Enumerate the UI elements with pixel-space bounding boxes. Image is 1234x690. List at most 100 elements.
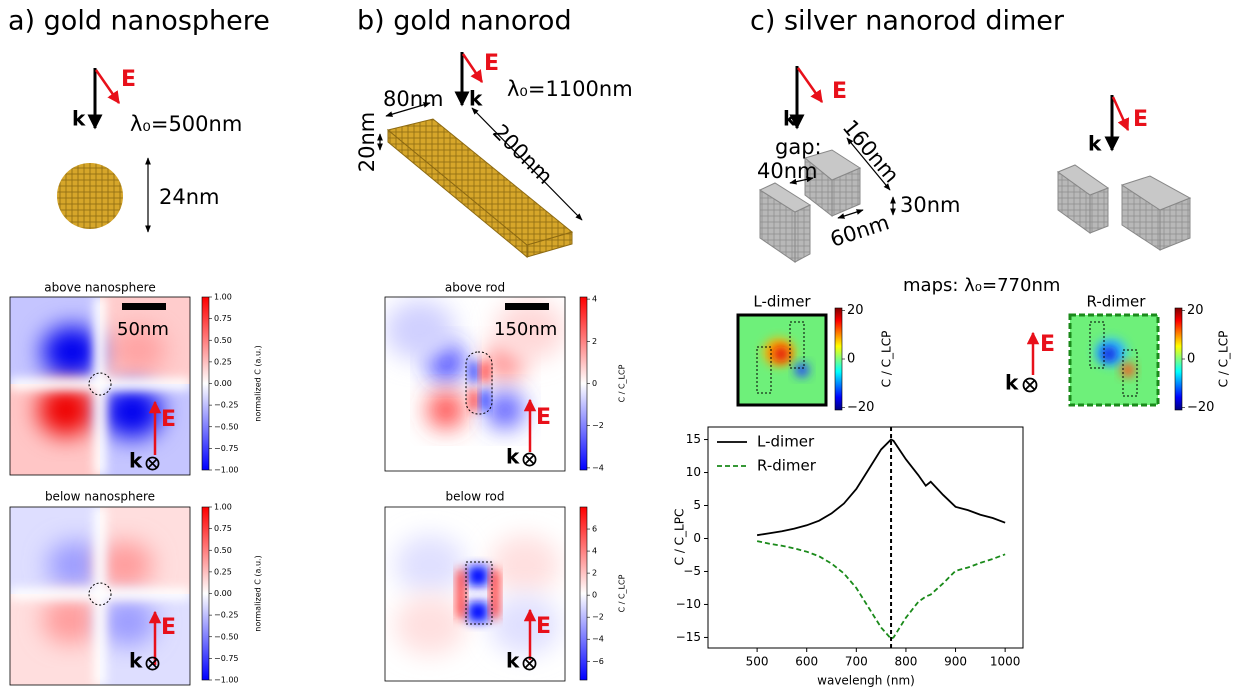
k-label: k bbox=[129, 649, 143, 673]
y-tick-label: −5 bbox=[683, 564, 701, 578]
k-label: k bbox=[1088, 132, 1102, 156]
e-arrow bbox=[1111, 96, 1130, 132]
particle-outline bbox=[88, 582, 112, 606]
colorbar-tick-label: 0.00 bbox=[214, 589, 232, 598]
legend-label: R-dimer bbox=[757, 457, 817, 475]
colorbar-tick-label: 0 bbox=[847, 352, 855, 367]
colorbar-tick-label: 0.50 bbox=[214, 546, 232, 555]
colorbar-tick-label: −20 bbox=[1187, 400, 1214, 415]
e-label: E bbox=[161, 615, 176, 640]
panel-title: c) silver nanorod dimer bbox=[750, 6, 1065, 37]
k-label: k bbox=[72, 107, 86, 131]
colorbar-tick-label: 0.75 bbox=[214, 524, 232, 533]
e-arrow bbox=[461, 53, 484, 84]
e-label: E bbox=[536, 405, 551, 430]
series-line bbox=[756, 438, 1006, 537]
map-frame bbox=[736, 313, 828, 407]
scale-bar bbox=[122, 303, 166, 310]
x-tick-label: 800 bbox=[894, 655, 917, 669]
x-tick-label: 900 bbox=[944, 655, 967, 669]
colorbar-tick-label: 0.50 bbox=[214, 336, 232, 345]
colorbar-tick-label: 0 bbox=[592, 591, 597, 600]
colorbar-tick-label: −20 bbox=[847, 400, 874, 415]
wavelength: λ₀=500nm bbox=[130, 112, 242, 136]
map-frame bbox=[1068, 313, 1160, 407]
dimension-arrow bbox=[471, 107, 583, 221]
plot-frame bbox=[707, 426, 1024, 649]
e-arrow bbox=[94, 69, 121, 105]
e-label: E bbox=[121, 67, 136, 92]
k-label: k bbox=[1005, 371, 1019, 395]
colorbar-tick-label: 4 bbox=[592, 547, 597, 556]
rod-outline bbox=[756, 346, 772, 394]
colorbar-tick-label: 0.00 bbox=[214, 379, 232, 388]
colorbar bbox=[201, 296, 210, 471]
colorbar-tick-label: 0.25 bbox=[214, 357, 232, 366]
colorbar-tick-label: −2 bbox=[592, 421, 604, 430]
gap-label: gap: bbox=[775, 135, 822, 159]
colorbar-tick-label: 6 bbox=[592, 525, 597, 534]
colorbar-tick-label: 0.25 bbox=[214, 567, 232, 576]
scale-label: 50nm bbox=[117, 319, 169, 340]
e-label: E bbox=[484, 51, 499, 76]
y-tick-label: −15 bbox=[676, 630, 701, 644]
e-label: E bbox=[1040, 332, 1055, 357]
map-frame bbox=[9, 296, 191, 476]
y-axis-label: C / C_LPC bbox=[673, 509, 687, 566]
colorbar-tick-label: −2 bbox=[592, 613, 604, 622]
panel-title: b) gold nanorod bbox=[357, 6, 572, 37]
colorbar-tick-label: −4 bbox=[592, 463, 604, 472]
field-map bbox=[385, 507, 565, 681]
colorbar-label: C / C_LCP bbox=[618, 364, 627, 402]
y-tick-label: 0 bbox=[693, 531, 701, 545]
y-tick-label: 5 bbox=[693, 498, 701, 512]
e-label: E bbox=[832, 79, 847, 104]
colorbar-tick-label: 4 bbox=[592, 295, 597, 304]
dimer-right bbox=[1056, 164, 1192, 251]
field-map bbox=[385, 297, 565, 471]
colorbar-label: normalized C (a.u.) bbox=[254, 345, 263, 421]
colorbar-label: normalized C (a.u.) bbox=[254, 555, 263, 631]
e-label: E bbox=[536, 614, 551, 639]
map-title: above rod bbox=[445, 281, 505, 295]
k-label: k bbox=[783, 107, 797, 131]
colorbar-tick-label: −1.00 bbox=[214, 466, 239, 475]
k-label: k bbox=[506, 445, 520, 469]
map-frame bbox=[384, 296, 566, 472]
colorbar bbox=[201, 506, 210, 681]
colorbar-tick-label: −0.25 bbox=[214, 401, 239, 410]
legend-label: L-dimer bbox=[757, 433, 815, 451]
colorbar-tick-label: −4 bbox=[592, 635, 604, 644]
wavelength: λ₀=1100nm bbox=[507, 77, 633, 101]
field-map bbox=[10, 297, 190, 475]
rod-outline bbox=[465, 351, 493, 415]
dimension-arrow bbox=[385, 102, 431, 117]
field-map bbox=[1070, 315, 1158, 405]
colorbar-tick-label: −0.50 bbox=[214, 632, 239, 641]
scale-bar bbox=[505, 303, 549, 310]
rod-outline bbox=[465, 561, 493, 625]
scale-label: 150nm bbox=[494, 319, 557, 340]
field-map bbox=[738, 315, 826, 405]
size-label: 24nm bbox=[159, 185, 220, 209]
particle-outline bbox=[88, 372, 112, 396]
colorbar-tick-label: 2 bbox=[592, 337, 597, 346]
colorbar-label: C / C_LCP bbox=[618, 574, 627, 612]
e-label: E bbox=[161, 407, 176, 432]
colorbar-tick-label: 20 bbox=[1187, 303, 1204, 318]
colorbar-tick-label: 1.00 bbox=[214, 503, 232, 512]
colorbar-tick-label: −1.00 bbox=[214, 676, 239, 685]
colorbar-tick-label: −0.75 bbox=[214, 654, 239, 663]
colorbar-tick-label: −6 bbox=[592, 657, 604, 666]
rod-outline bbox=[789, 321, 805, 369]
e-label: E bbox=[1133, 107, 1148, 132]
y-tick-label: 15 bbox=[686, 432, 701, 446]
dimension-arrow bbox=[789, 176, 814, 185]
dimension-arrow bbox=[846, 137, 891, 191]
y-tick-label: −10 bbox=[676, 597, 701, 611]
nanosphere bbox=[57, 163, 123, 229]
x-tick-label: 700 bbox=[845, 655, 868, 669]
width-label: 80nm bbox=[383, 87, 444, 111]
maps-label: maps: λ₀=770nm bbox=[903, 275, 1060, 296]
